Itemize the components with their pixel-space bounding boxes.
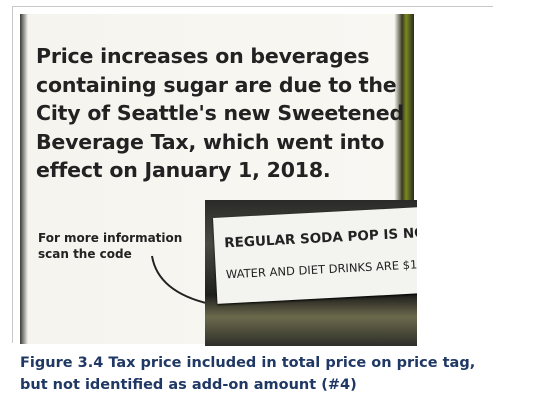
sign-line: containing sugar are due to the [36, 71, 404, 100]
sign-line: Price increases on beverages [36, 42, 404, 71]
sign-text: Price increases on beverages containing … [36, 42, 404, 185]
sign-line: Beverage Tax, which went into [36, 128, 404, 157]
price-tag: REGULAR SODA POP IS NOW $1.25 WATER AND … [213, 206, 417, 303]
caption-line: but not identified as add-on amount (#4) [20, 374, 475, 396]
sign-line: City of Seattle's new Sweetened [36, 99, 404, 128]
caption-line: Figure 3.4 Tax price included in total p… [20, 352, 475, 374]
price-tag-line: WATER AND DIET DRINKS ARE $1.00 [226, 256, 417, 281]
price-tag-photo: REGULAR SODA POP IS NOW $1.25 WATER AND … [205, 200, 417, 346]
sign-line: effect on January 1, 2018. [36, 156, 404, 185]
caption: Figure 3.4 Tax price included in total p… [20, 352, 475, 396]
page: Price increases on beverages containing … [0, 0, 539, 412]
sign-footer-line: For more information [38, 230, 182, 246]
price-tag-line: REGULAR SODA POP IS NOW $1.25 [224, 222, 417, 252]
